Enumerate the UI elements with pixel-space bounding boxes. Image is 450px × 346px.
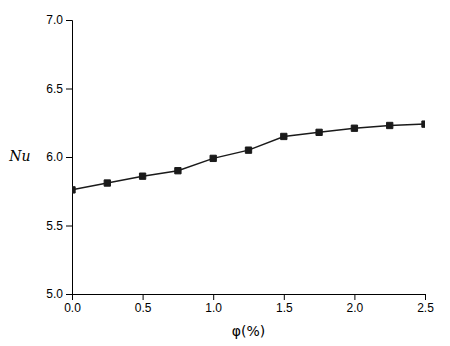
x-axis-tick-label: 2.0 [347,301,364,315]
y-axis-tick-label: 6.5 [46,82,63,96]
y-axis-tick-mark [66,89,72,90]
x-axis-tick-mark [354,294,355,300]
y-axis-tick-label: 5.0 [46,287,63,301]
y-axis-tick: 6.0 [46,150,72,164]
point [387,122,393,128]
x-axis-tick-mark [143,294,144,300]
x-axis-tick: 2.5 [417,294,434,315]
point [316,129,322,135]
x-axis-tick-label: 2.5 [417,301,434,315]
chart: 0.0 0.5 1.0 1.5 2.0 2.5 5.0 5.5 6.0 6.5 7.0 φ(%) Nu [0,0,450,346]
y-axis-tick-mark [66,157,72,158]
plot: 0.0 0.5 1.0 1.5 2.0 2.5 5.0 5.5 6.0 6.5 7.0 [46,13,434,314]
x-axis-tick: 2.0 [347,294,364,315]
x-axis-title: φ(%) [232,323,265,339]
x-axis-tick-label: 1.0 [205,301,222,315]
x-axis-tick-mark [213,294,214,300]
y-axis-tick: 5.5 [46,219,72,233]
y-axis-tick-mark [66,20,72,21]
point [281,133,287,139]
point [72,187,75,193]
y-axis-tick: 7.0 [46,13,72,27]
y-axis: 5.0 5.5 6.0 6.5 7.0 [46,13,72,301]
x-axis-tick-label: 0.5 [135,301,152,315]
y-axis-tick: 6.5 [46,82,72,96]
y-axis-tick-mark [66,294,72,295]
x-axis-tick-mark [284,294,285,300]
point [139,173,145,179]
y-axis-tick-label: 7.0 [46,13,63,27]
x-axis: 0.0 0.5 1.0 1.5 2.0 2.5 [64,294,434,315]
point [175,168,181,174]
point [422,121,425,127]
y-axis-tick-label: 6.0 [46,150,63,164]
point [245,147,251,153]
x-axis-tick-label: 1.5 [276,301,293,315]
x-axis-tick: 0.5 [135,294,152,315]
x-axis-tick: 0.0 [64,294,81,315]
x-axis-tick: 1.0 [205,294,222,315]
point [210,155,216,161]
line [72,124,425,190]
y-axis-tick-mark [66,226,72,227]
series [72,121,425,193]
point [351,125,357,131]
y-axis-title: Nu [8,148,30,164]
x-axis-tick-label: 0.0 [64,301,81,315]
x-axis-tick-mark [425,294,426,300]
x-axis-tick: 1.5 [276,294,293,315]
y-axis-tick-label: 5.5 [46,219,63,233]
y-axis-tick: 5.0 [46,287,72,301]
y-axis-line [66,21,73,295]
x-axis-line [73,295,426,301]
point [104,180,110,186]
